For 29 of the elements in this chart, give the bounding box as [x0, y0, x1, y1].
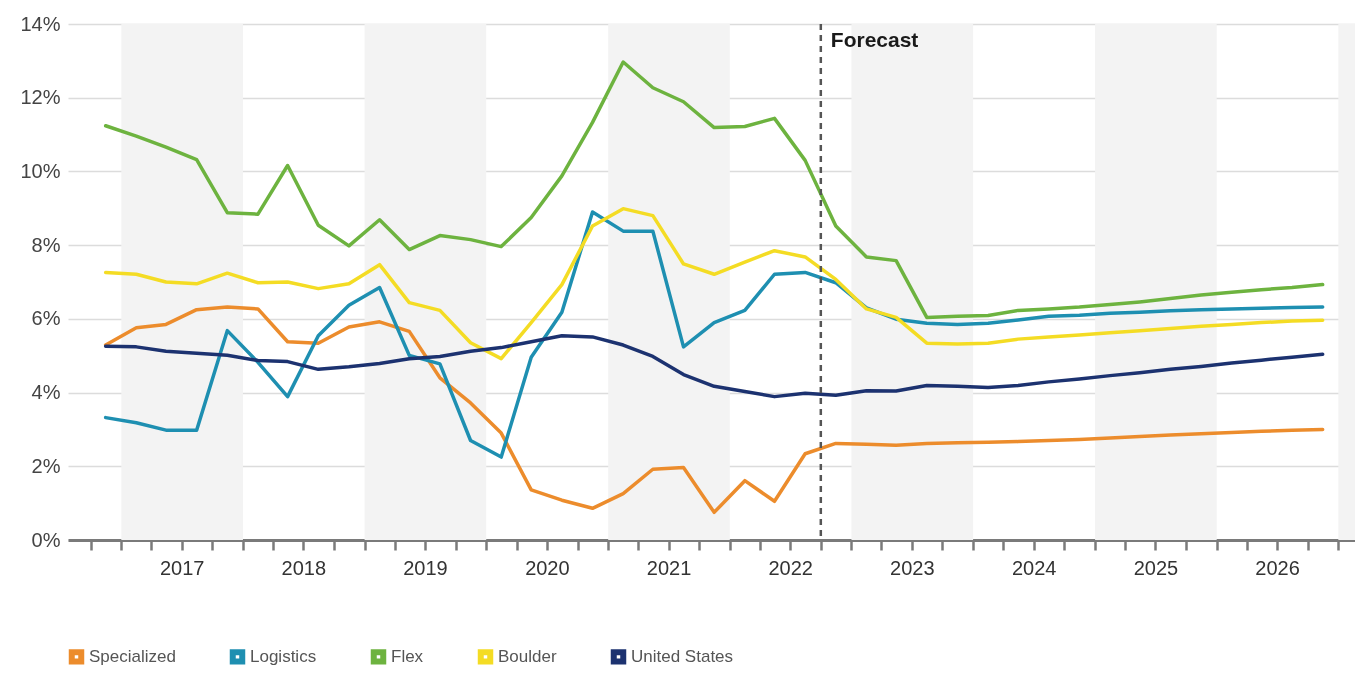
y-tick-label: 0% — [31, 528, 61, 551]
y-tick-label: 4% — [31, 381, 61, 404]
x-tick-label: 2025 — [1133, 556, 1179, 579]
x-tick-label: 2021 — [646, 556, 692, 579]
line-series — [103, 334, 1325, 399]
x-tick-label: 2020 — [525, 556, 570, 579]
legend-label: Logistics — [250, 646, 317, 666]
ref-line-label: Forecast — [830, 28, 919, 51]
line-series — [103, 305, 1325, 515]
x-tick-label: 2023 — [890, 556, 935, 579]
line-series — [103, 206, 1325, 361]
x-tick-label: 2018 — [281, 556, 327, 579]
y-tick-label: 6% — [31, 307, 61, 330]
x-tick-label: 2017 — [159, 556, 205, 579]
x-tick-label: 2026 — [1255, 556, 1300, 579]
line-series — [103, 210, 1325, 459]
y-tick-label: 12% — [20, 86, 61, 109]
y-tick-label: 10% — [20, 159, 61, 182]
y-tick-label: 8% — [31, 233, 61, 256]
legend-label: Boulder — [498, 646, 557, 666]
x-tick-label: 2022 — [768, 556, 813, 579]
y-tick-label: 2% — [31, 454, 61, 477]
x-tick-label: 2019 — [403, 556, 448, 579]
legend-label: United States — [631, 646, 734, 666]
line-series — [103, 60, 1325, 320]
x-tick-label: 2024 — [1012, 556, 1057, 579]
y-tick-label: 14% — [20, 12, 61, 35]
legend-label: Specialized — [89, 646, 176, 666]
legend-label: Flex — [391, 646, 424, 666]
